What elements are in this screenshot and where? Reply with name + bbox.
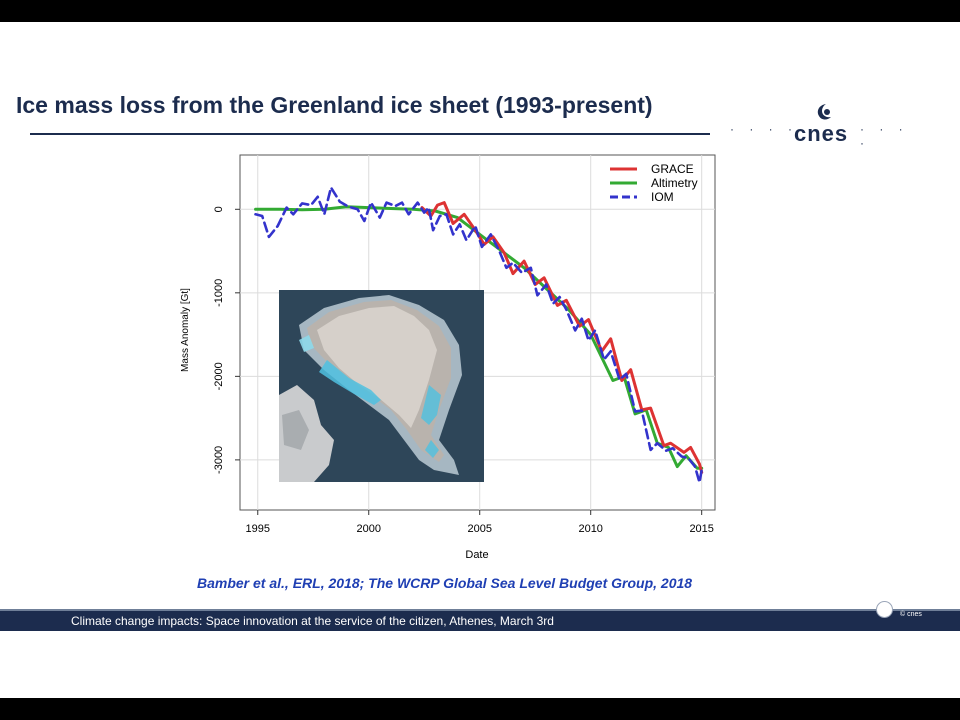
letterbox-top [0, 0, 960, 22]
title-rule [30, 133, 710, 135]
axis-ticks: 1995 2000 2005 2010 2015 0 -1000 -2000 -3000 [213, 206, 714, 535]
slide-title: Ice mass loss from the Greenland ice she… [16, 92, 653, 118]
logo-text: cnes [794, 121, 849, 146]
legend-label-grace: GRACE [651, 162, 694, 176]
x-tick-label: 1995 [246, 523, 270, 535]
logo-dots-right: · · · · [860, 122, 909, 150]
cnes-logo: · · · · cnes · · · · [730, 100, 920, 150]
letterbox-bottom [0, 698, 960, 720]
footer-bar [0, 611, 960, 631]
legend-label-altimetry: Altimetry [651, 176, 698, 190]
y-tick-label: 0 [213, 206, 225, 212]
x-tick-label: 2010 [578, 523, 602, 535]
x-tick-label: 2015 [689, 523, 713, 535]
x-tick-label: 2005 [467, 523, 491, 535]
footer-circle-icon [876, 601, 893, 618]
x-axis-label: Date [465, 549, 488, 561]
series-line-iom [254, 186, 703, 484]
series-lines [254, 186, 704, 484]
y-tick-label: -3000 [213, 446, 225, 474]
citation: Bamber et al., ERL, 2018; The WCRP Globa… [197, 575, 693, 591]
copyright-text: © cnes [900, 611, 922, 618]
y-tick-label: -1000 [213, 279, 225, 307]
greenland-satellite-image [279, 290, 484, 482]
legend-label-iom: IOM [651, 190, 674, 204]
logo-dots-left: · · · · [730, 122, 798, 136]
x-tick-label: 2000 [356, 523, 380, 535]
cnes-emblem-icon [817, 104, 831, 120]
y-axis-label: Mass Anomaly [Gt] [180, 288, 191, 372]
footer-text: Climate change impacts: Space innovation… [71, 614, 554, 628]
y-tick-label: -2000 [213, 362, 225, 390]
footer-line [0, 609, 960, 611]
